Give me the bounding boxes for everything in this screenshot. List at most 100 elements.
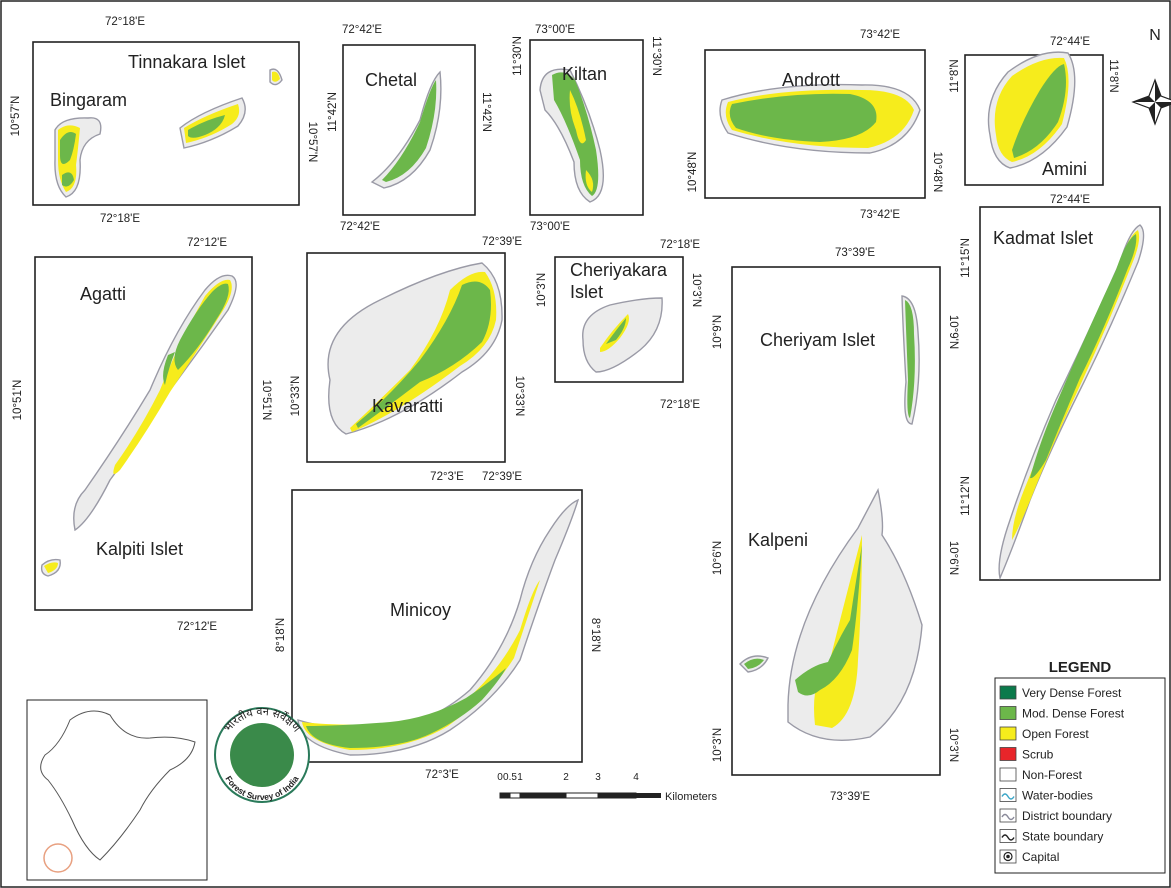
coordinate-label: 10°57'N [306, 122, 318, 163]
scale-segment [509, 792, 521, 799]
coordinate-label: 10°3'N [536, 273, 548, 307]
island-name: Tinnakara Islet [128, 52, 245, 72]
coordinate-label: 10°3'N [690, 273, 702, 307]
island-name: Cheriyakara [570, 260, 668, 280]
coordinate-label: 10°57'N [10, 96, 22, 137]
legend-swatch [999, 726, 1017, 741]
island-name: Amini [1042, 159, 1087, 179]
scale-segment [499, 792, 511, 799]
legend-symbol [1001, 834, 1015, 841]
coordinate-label: 8°18'N [589, 618, 601, 652]
panel-frame [342, 44, 476, 216]
coordinate-label: 72°3'E [425, 769, 459, 781]
north-arrow: N [1131, 27, 1171, 126]
island-name: Kalpeni [748, 530, 808, 550]
scale-segment [565, 792, 599, 799]
coordinate-label: 72°44'E [1050, 194, 1090, 206]
scale-segment [597, 792, 637, 799]
coordinate-label: 73°39'E [830, 791, 870, 803]
coordinate-label: 73°42'E [860, 209, 900, 221]
legend-label: Water-bodies [1022, 789, 1093, 803]
legend-swatch [999, 685, 1017, 700]
coordinate-label: 72°12'E [177, 621, 217, 633]
island-name: Islet [570, 282, 603, 302]
coordinate-label: 11°15'N [960, 238, 972, 278]
coordinate-label: 10°51'N [12, 380, 24, 421]
islands [40, 51, 1145, 873]
legend-swatch [999, 767, 1017, 782]
coordinate-label: 72°12'E [187, 237, 227, 249]
legend-label: Non-Forest [1022, 768, 1083, 782]
coordinate-label: 72°18'E [660, 399, 700, 411]
coordinate-label: 11°30'N [650, 36, 662, 76]
legend-symbol [1006, 854, 1010, 859]
legend-title: LEGEND [1049, 659, 1112, 676]
island-name: Minicoy [390, 600, 451, 620]
coordinate-label: 10°33'N [513, 376, 525, 417]
legend-frame [994, 677, 1166, 874]
coordinate-label: 72°42'E [340, 221, 380, 233]
coordinate-label: 73°39'E [835, 247, 875, 259]
legend-symbol [1001, 793, 1015, 800]
scale-unit: Kilometers [665, 791, 717, 803]
island-name: Kalpiti Islet [96, 539, 183, 559]
coordinate-label: 72°39'E [482, 236, 522, 248]
island-name: Cheriyam Islet [760, 330, 875, 350]
coordinate-label: 11°8'N [1107, 59, 1119, 92]
coordinate-label: 72°3'E [430, 471, 464, 483]
coordinate-label: 10°3'N [712, 728, 724, 762]
scale-segment [636, 793, 661, 798]
legend-label: District boundary [1022, 809, 1112, 823]
island-name: Kavaratti [372, 396, 443, 416]
coordinate-label: 11°12'N [960, 476, 972, 516]
coordinate-label: 10°6'N [947, 541, 959, 575]
legend-swatch [999, 706, 1017, 720]
coordinate-label: 73°00'E [530, 221, 570, 233]
scale-tick-label: 0.5 [503, 772, 517, 783]
legend-label: Scrub [1022, 748, 1054, 762]
coordinate-label: 10°9'N [947, 315, 959, 349]
coordinate-label: 10°6'N [712, 541, 724, 575]
legend-label: Mod. Dense Forest [1022, 707, 1125, 721]
inset-frame [26, 699, 208, 881]
coordinate-label: 10°9'N [712, 315, 724, 349]
legend-swatch [999, 747, 1017, 761]
coordinate-label: 11°30'N [512, 36, 524, 76]
scale-tick-label: 0 [497, 772, 503, 783]
legend-symbol [1003, 851, 1013, 862]
coordinate-label: 10°48'N [931, 152, 943, 193]
coordinate-label: 72°18'E [105, 16, 145, 28]
legend-label: Open Forest [1022, 727, 1089, 741]
scale-segment [519, 792, 567, 799]
scale-tick-label: 1 [517, 772, 523, 783]
coordinate-label: 11°8'N [949, 59, 961, 92]
coordinate-label: 72°44'E [1050, 36, 1090, 48]
coordinate-label: 72°39'E [482, 471, 522, 483]
legend-label: Capital [1022, 850, 1059, 864]
legend-symbol [1001, 813, 1015, 821]
scale-tick-label: 4 [633, 772, 639, 783]
coordinate-label: 72°18'E [660, 239, 700, 251]
coordinate-label: 10°3'N [947, 728, 959, 762]
coordinate-label: 11°42'N [480, 92, 492, 132]
coordinate-label: 10°33'N [290, 376, 302, 417]
island-name: Agatti [80, 284, 126, 304]
island-name: Chetal [365, 70, 417, 90]
island-name: Bingaram [50, 90, 127, 110]
logo: भारतीय वन सर्वेक्षण Forest Survey of Ind… [214, 706, 310, 803]
legend-label: State boundary [1022, 830, 1103, 844]
island-name: Andrott [782, 70, 840, 90]
coordinate-label: 11°42'N [327, 92, 339, 132]
coordinate-label: 8°18'N [275, 618, 287, 652]
island-name: Kiltan [562, 64, 607, 84]
island-name: Kadmat Islet [993, 228, 1093, 248]
coordinate-label: 72°42'E [342, 24, 382, 36]
coordinate-label: 73°42'E [860, 29, 900, 41]
scale-tick-label: 3 [595, 772, 601, 783]
north-label: N [1149, 27, 1161, 44]
coordinate-label: 10°48'N [687, 152, 699, 193]
scale-tick-label: 2 [563, 772, 569, 783]
coordinate-label: 72°18'E [100, 213, 140, 225]
legend-label: Very Dense Forest [1022, 686, 1122, 700]
